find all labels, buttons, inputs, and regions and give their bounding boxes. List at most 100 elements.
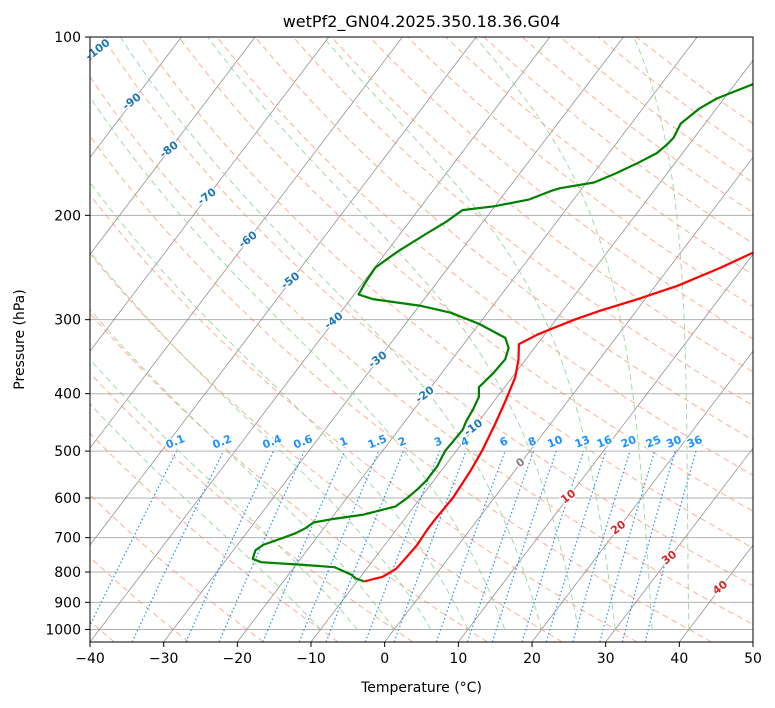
isotherm-line	[531, 350, 753, 642]
dry-adiabat-line	[331, 37, 753, 373]
x-tick-label: −20	[223, 651, 253, 667]
isotherm-line	[90, 37, 182, 159]
dry-adiabat-line	[90, 432, 339, 642]
isotherm-line	[605, 447, 753, 642]
dry-adiabat-line	[90, 556, 190, 642]
x-tick-label: 30	[597, 651, 615, 667]
moist-adiabat-line	[90, 358, 358, 630]
mixing-ratio-line	[364, 450, 441, 642]
dry-adiabat-line	[90, 494, 264, 642]
isotherm-label: -30	[366, 348, 390, 371]
mixing-ratio-label: 13	[573, 433, 592, 451]
mixing-ratio-line	[218, 450, 305, 642]
moist-adiabat-line	[90, 96, 506, 630]
dry-adiabat-line	[140, 37, 753, 549]
isotherm-line	[90, 37, 256, 255]
x-tick-label: 50	[744, 651, 762, 667]
isotherm-line	[90, 37, 477, 546]
moist-adiabat-line	[90, 308, 395, 630]
mixing-ratio-line	[90, 450, 178, 627]
y-tick-label: 600	[54, 491, 81, 507]
isotherm-line	[237, 37, 698, 642]
x-tick-label: −40	[75, 651, 105, 667]
dry-adiabat-line	[292, 37, 753, 407]
dry-adiabat-line	[90, 135, 712, 642]
mixing-ratio-line	[599, 450, 656, 642]
mixing-ratio-label: 0.2	[211, 432, 234, 451]
isotherm-line	[163, 37, 624, 642]
dry-adiabat-line	[636, 37, 753, 125]
isotherm-line	[458, 253, 753, 642]
dry-adiabat-line	[445, 37, 753, 276]
x-tick-label: 0	[380, 651, 389, 667]
isotherm-line	[679, 544, 753, 642]
x-axis-label: Temperature (°C)	[360, 680, 482, 696]
isotherm-line	[90, 37, 403, 449]
x-tick-label: −10	[296, 651, 326, 667]
dry-adiabat-line	[369, 37, 753, 340]
y-tick-label: 700	[54, 531, 81, 547]
mixing-ratio-label: 10	[545, 433, 564, 451]
moist-adiabat-line	[322, 37, 616, 630]
y-tick-label: 300	[54, 313, 81, 329]
mixing-ratio-label: 0.4	[261, 432, 284, 451]
mixing-ratio-label: 25	[644, 433, 663, 451]
mixing-ratio-label: 16	[595, 433, 614, 451]
y-tick-label: 900	[54, 595, 81, 611]
moist-adiabat-line	[207, 37, 579, 630]
isotherm-label: -40	[322, 309, 346, 332]
dry-adiabat-line	[178, 37, 753, 512]
y-tick-label: 100	[54, 30, 81, 46]
y-tick-label: 400	[54, 387, 81, 403]
mixing-ratio-line	[644, 450, 697, 642]
mixing-ratio-line	[621, 450, 676, 642]
isotherm-line	[384, 156, 753, 642]
mixing-ratio-line	[298, 450, 380, 642]
axis-ticks: −40 −30 −20 −10 0 10 20 30 40 5010020030040050060…	[45, 30, 762, 667]
dry-adiabat-line	[216, 37, 753, 476]
isotherm-label: -50	[279, 269, 303, 292]
mixing-ratio-label: 0.1	[164, 432, 187, 451]
mixing-ratio-label: 1	[338, 434, 350, 449]
plot-frame	[89, 36, 754, 643]
mixing-ratio-label: 20	[619, 433, 638, 451]
moist-adiabat-line	[90, 181, 469, 630]
moist-adiabat-line	[90, 403, 321, 630]
mixing-ratio-line	[466, 450, 535, 642]
dry-adiabat-line	[521, 37, 753, 214]
mixing-ratio-label: 0.6	[291, 432, 314, 451]
moist-adiabat-line	[633, 37, 690, 630]
isotherm-label: 10	[558, 487, 578, 507]
x-tick-label: 40	[670, 651, 688, 667]
mixing-ratio-label: 30	[664, 433, 683, 451]
mixing-ratio-label: 3	[432, 434, 444, 449]
isotherm-label: -100	[83, 36, 113, 63]
isotherm-label: -80	[157, 138, 181, 161]
isotherm-label: -60	[236, 228, 260, 251]
isotherm-label: -70	[195, 185, 219, 208]
isotherm-label: 40	[710, 578, 730, 598]
dewpoint-line	[251, 82, 753, 583]
mixing-ratio-line	[545, 450, 607, 642]
mixing-ratio-label: 36	[685, 433, 704, 451]
isotherm-label: -20	[413, 383, 437, 406]
dry-adiabat-line	[90, 372, 414, 642]
y-tick-label: 800	[54, 565, 81, 581]
mixing-ratio-line	[521, 450, 585, 642]
dry-adiabat-line	[90, 253, 563, 642]
mixing-ratio-line	[572, 450, 631, 642]
y-tick-label: 1000	[45, 622, 81, 638]
dry-adiabat-line	[90, 312, 488, 642]
chart-title: wetPf2_GN04.2025.350.18.36.G04	[283, 12, 561, 32]
mixing-ratio-line	[435, 450, 506, 642]
isotherm-label: 30	[659, 548, 679, 568]
x-tick-label: 10	[449, 651, 467, 667]
background-lines	[90, 37, 753, 642]
mixing-ratio-line	[393, 450, 467, 642]
x-tick-label: 20	[523, 651, 541, 667]
sounding-series	[251, 82, 753, 583]
moist-adiabat-line	[119, 37, 542, 630]
mixing-ratio-label: 1.5	[366, 432, 389, 451]
mixing-ratio-line	[325, 450, 404, 642]
